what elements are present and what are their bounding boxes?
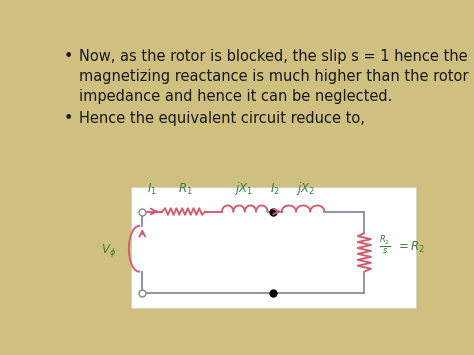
Text: magnetizing reactance is much higher than the rotor: magnetizing reactance is much higher tha… (80, 69, 469, 84)
Text: •: • (64, 111, 73, 126)
Text: $= R_2$: $= R_2$ (396, 240, 425, 255)
Text: $I_2$: $I_2$ (270, 182, 280, 197)
Text: •: • (64, 49, 73, 65)
Text: $\frac{R_2}{s}$: $\frac{R_2}{s}$ (379, 234, 390, 256)
Text: $jX_2$: $jX_2$ (296, 180, 316, 197)
Text: Hence the equivalent circuit reduce to,: Hence the equivalent circuit reduce to, (80, 111, 365, 126)
Text: $jX_1$: $jX_1$ (234, 180, 253, 197)
Text: $R_1$: $R_1$ (178, 182, 192, 197)
Text: $V_\phi$: $V_\phi$ (101, 241, 117, 258)
Text: $I_1$: $I_1$ (147, 182, 157, 197)
Text: Now, as the rotor is blocked, the slip s = 1 hence the: Now, as the rotor is blocked, the slip s… (80, 49, 468, 65)
Text: impedance and hence it can be neglected.: impedance and hence it can be neglected. (80, 89, 393, 104)
Bar (131, 187, 416, 308)
